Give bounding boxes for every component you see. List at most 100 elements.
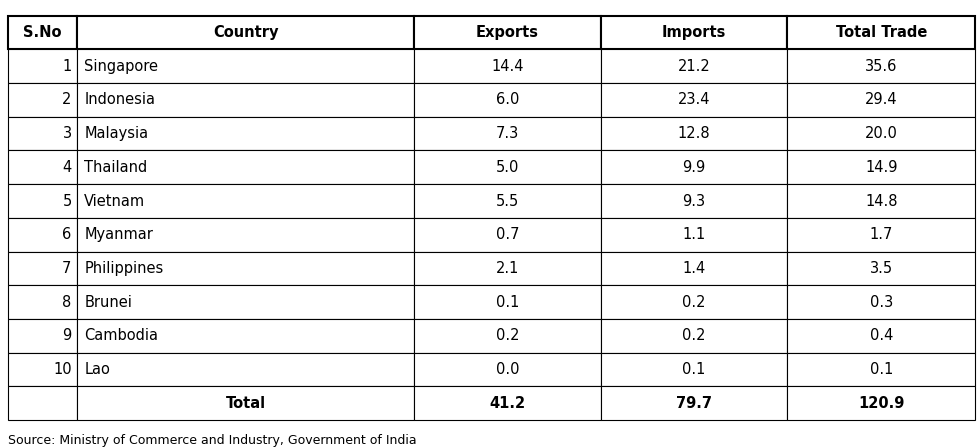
Bar bbox=[8, 218, 77, 252]
Text: 6: 6 bbox=[63, 227, 71, 242]
Text: 5.5: 5.5 bbox=[495, 194, 519, 209]
Bar bbox=[601, 353, 787, 387]
Bar bbox=[787, 151, 975, 184]
Text: 9.9: 9.9 bbox=[683, 160, 705, 175]
Bar bbox=[8, 151, 77, 184]
Text: Exports: Exports bbox=[476, 25, 539, 40]
Bar bbox=[601, 387, 787, 420]
Text: 0.7: 0.7 bbox=[495, 227, 519, 242]
Text: 21.2: 21.2 bbox=[678, 59, 710, 74]
Bar bbox=[601, 285, 787, 319]
Text: 41.2: 41.2 bbox=[489, 396, 526, 411]
Text: 7: 7 bbox=[63, 261, 71, 276]
Text: Cambodia: Cambodia bbox=[84, 329, 158, 343]
Text: 14.4: 14.4 bbox=[491, 59, 524, 74]
Bar bbox=[601, 184, 787, 218]
Bar bbox=[8, 285, 77, 319]
Text: Brunei: Brunei bbox=[84, 295, 132, 310]
Bar bbox=[8, 252, 77, 285]
Bar bbox=[414, 49, 601, 83]
Bar bbox=[77, 353, 414, 387]
Bar bbox=[414, 252, 601, 285]
Text: 8: 8 bbox=[63, 295, 71, 310]
Bar bbox=[787, 285, 975, 319]
Text: 0.1: 0.1 bbox=[682, 362, 705, 377]
Bar bbox=[414, 117, 601, 151]
Bar bbox=[414, 387, 601, 420]
Bar bbox=[77, 319, 414, 353]
Bar bbox=[8, 16, 77, 49]
Bar bbox=[414, 218, 601, 252]
Text: 3.5: 3.5 bbox=[870, 261, 893, 276]
Text: 14.9: 14.9 bbox=[865, 160, 898, 175]
Text: 1.1: 1.1 bbox=[683, 227, 705, 242]
Bar bbox=[77, 117, 414, 151]
Bar bbox=[787, 184, 975, 218]
Text: 2.1: 2.1 bbox=[495, 261, 519, 276]
Text: 0.2: 0.2 bbox=[495, 329, 519, 343]
Bar bbox=[601, 218, 787, 252]
Text: 120.9: 120.9 bbox=[858, 396, 905, 411]
Bar bbox=[787, 387, 975, 420]
Text: Malaysia: Malaysia bbox=[84, 126, 149, 141]
Text: 23.4: 23.4 bbox=[678, 93, 710, 107]
Bar bbox=[77, 218, 414, 252]
Bar bbox=[601, 151, 787, 184]
Bar bbox=[77, 49, 414, 83]
Bar bbox=[787, 353, 975, 387]
Bar bbox=[8, 49, 77, 83]
Bar bbox=[787, 16, 975, 49]
Text: 0.0: 0.0 bbox=[495, 362, 519, 377]
Bar bbox=[414, 83, 601, 117]
Text: 7.3: 7.3 bbox=[495, 126, 519, 141]
Bar bbox=[601, 16, 787, 49]
Text: 29.4: 29.4 bbox=[865, 93, 898, 107]
Text: 20.0: 20.0 bbox=[865, 126, 898, 141]
Bar bbox=[8, 117, 77, 151]
Bar bbox=[8, 353, 77, 387]
Bar bbox=[77, 184, 414, 218]
Text: Indonesia: Indonesia bbox=[84, 93, 155, 107]
Bar bbox=[601, 117, 787, 151]
Text: 4: 4 bbox=[63, 160, 71, 175]
Bar bbox=[8, 83, 77, 117]
Text: 0.2: 0.2 bbox=[682, 329, 705, 343]
Text: 79.7: 79.7 bbox=[676, 396, 712, 411]
Bar bbox=[8, 184, 77, 218]
Text: 0.2: 0.2 bbox=[682, 295, 705, 310]
Bar bbox=[77, 151, 414, 184]
Bar bbox=[414, 16, 601, 49]
Bar bbox=[8, 387, 77, 420]
Text: 10: 10 bbox=[53, 362, 71, 377]
Text: 0.4: 0.4 bbox=[870, 329, 893, 343]
Bar bbox=[8, 319, 77, 353]
Text: 14.8: 14.8 bbox=[865, 194, 898, 209]
Text: 5.0: 5.0 bbox=[495, 160, 519, 175]
Bar bbox=[77, 83, 414, 117]
Bar bbox=[414, 285, 601, 319]
Text: 6.0: 6.0 bbox=[495, 93, 519, 107]
Bar bbox=[787, 49, 975, 83]
Text: Philippines: Philippines bbox=[84, 261, 163, 276]
Text: Lao: Lao bbox=[84, 362, 110, 377]
Bar bbox=[601, 319, 787, 353]
Text: Total: Total bbox=[226, 396, 266, 411]
Bar bbox=[601, 49, 787, 83]
Text: 12.8: 12.8 bbox=[678, 126, 710, 141]
Bar bbox=[787, 218, 975, 252]
Bar bbox=[601, 252, 787, 285]
Text: Source: Ministry of Commerce and Industry, Government of India: Source: Ministry of Commerce and Industr… bbox=[8, 434, 416, 447]
Text: 9.3: 9.3 bbox=[683, 194, 705, 209]
Bar bbox=[77, 252, 414, 285]
Bar bbox=[414, 184, 601, 218]
Text: 9: 9 bbox=[63, 329, 71, 343]
Bar bbox=[787, 83, 975, 117]
Text: 0.1: 0.1 bbox=[495, 295, 519, 310]
Bar bbox=[414, 151, 601, 184]
Text: Singapore: Singapore bbox=[84, 59, 158, 74]
Text: 2: 2 bbox=[63, 93, 71, 107]
Text: 35.6: 35.6 bbox=[865, 59, 898, 74]
Bar bbox=[601, 83, 787, 117]
Text: Vietnam: Vietnam bbox=[84, 194, 146, 209]
Text: Country: Country bbox=[213, 25, 278, 40]
